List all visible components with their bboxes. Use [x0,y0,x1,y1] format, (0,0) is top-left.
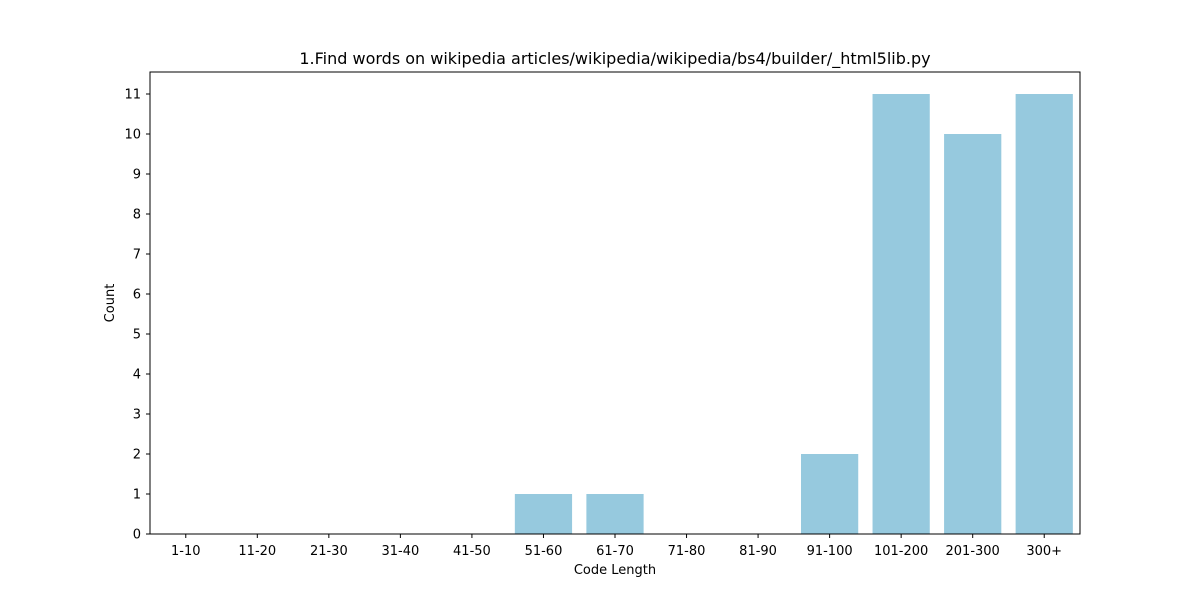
y-tick-label: 6 [133,288,141,303]
x-tick-label: 300+ [1026,544,1062,559]
y-tick-label: 7 [133,248,141,263]
y-tick-label: 11 [124,88,141,103]
y-tick-label: 0 [133,528,141,543]
bar-51-60 [514,494,573,534]
y-tick-label: 3 [133,408,141,423]
x-tick-label: 201-300 [946,544,1000,559]
bar-101-200 [872,94,930,534]
y-tick-label: 2 [133,448,141,463]
x-axis-ticks: 1-10 11-20 21-30 31-40 41-50 51-60 61-70 71-80 8… [171,534,1062,559]
y-tick-label: 5 [133,328,141,343]
chart-title: 1.Find words on wikipedia articles/wikip… [299,49,930,69]
y-tick-label: 1 [133,488,141,503]
x-tick-label: 61-70 [596,544,634,559]
bar-201-300 [944,134,1002,534]
y-axis-ticks: 0 1 2 3 4 5 6 7 8 9 10 11 [124,88,150,543]
x-tick-label: 91-100 [807,544,853,559]
y-tick-label: 4 [133,368,141,383]
y-tick-label: 8 [133,208,141,223]
y-tick-label: 10 [124,128,141,143]
x-tick-label: 41-50 [453,544,491,559]
x-tick-label: 81-90 [739,544,777,559]
x-tick-label: 21-30 [310,544,348,559]
bar-300+ [1015,94,1073,534]
y-tick-label: 9 [133,168,141,183]
x-tick-label: 11-20 [238,544,276,559]
x-tick-label: 51-60 [525,544,563,559]
x-tick-label: 31-40 [381,544,419,559]
x-axis-label: Code Length [574,563,656,578]
plot-frame [149,71,1081,535]
x-tick-label: 71-80 [668,544,706,559]
y-axis-label: Count [103,284,118,323]
bar-91-100 [801,454,859,534]
x-tick-label: 101-200 [874,544,928,559]
bars-group [514,94,1073,534]
bar-61-70 [586,494,644,534]
x-tick-label: 1-10 [171,544,201,559]
